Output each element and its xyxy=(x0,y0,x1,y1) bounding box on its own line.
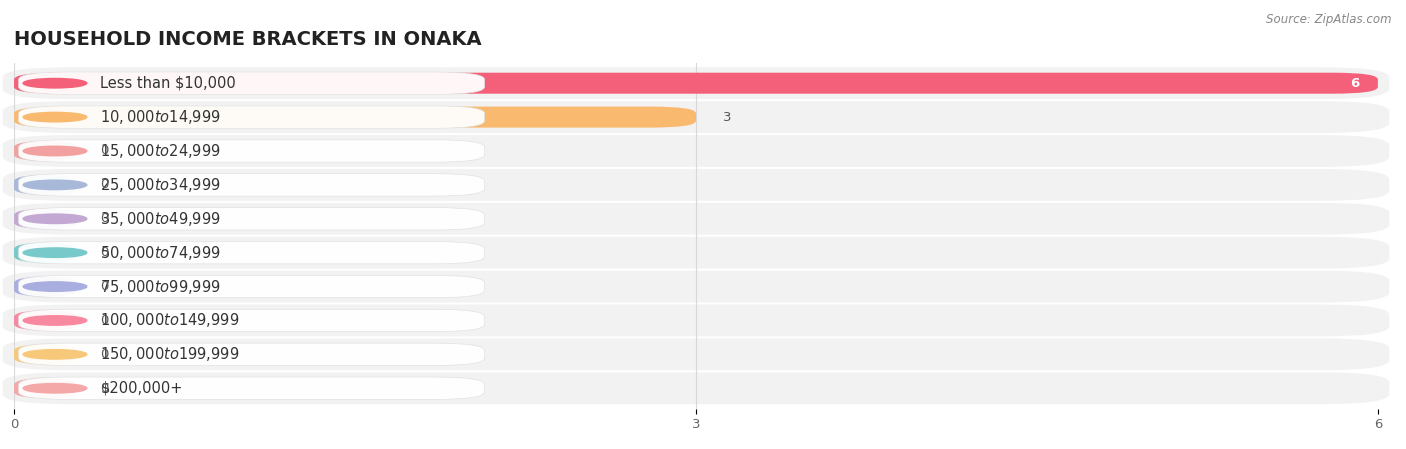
Text: $75,000 to $99,999: $75,000 to $99,999 xyxy=(100,277,221,295)
FancyBboxPatch shape xyxy=(14,73,1378,94)
Text: Less than $10,000: Less than $10,000 xyxy=(100,76,236,91)
FancyBboxPatch shape xyxy=(3,169,1389,201)
FancyBboxPatch shape xyxy=(3,271,1389,303)
Circle shape xyxy=(22,79,87,88)
FancyBboxPatch shape xyxy=(3,339,1389,370)
FancyBboxPatch shape xyxy=(3,372,1389,404)
Text: 0: 0 xyxy=(100,314,108,327)
Circle shape xyxy=(22,180,87,189)
FancyBboxPatch shape xyxy=(18,377,485,400)
Circle shape xyxy=(22,282,87,291)
FancyBboxPatch shape xyxy=(14,141,77,162)
Text: $200,000+: $200,000+ xyxy=(100,381,183,396)
FancyBboxPatch shape xyxy=(18,207,485,230)
Circle shape xyxy=(22,316,87,325)
Text: 6: 6 xyxy=(1350,77,1360,90)
FancyBboxPatch shape xyxy=(14,106,696,128)
Text: 0: 0 xyxy=(100,246,108,259)
FancyBboxPatch shape xyxy=(14,310,77,331)
FancyBboxPatch shape xyxy=(14,208,77,229)
Circle shape xyxy=(22,112,87,122)
FancyBboxPatch shape xyxy=(3,237,1389,269)
Circle shape xyxy=(22,146,87,156)
FancyBboxPatch shape xyxy=(3,101,1389,133)
FancyBboxPatch shape xyxy=(14,378,77,399)
Circle shape xyxy=(22,383,87,393)
Text: $35,000 to $49,999: $35,000 to $49,999 xyxy=(100,210,221,228)
FancyBboxPatch shape xyxy=(18,275,485,298)
Text: 3: 3 xyxy=(723,110,731,123)
Text: $50,000 to $74,999: $50,000 to $74,999 xyxy=(100,244,221,262)
FancyBboxPatch shape xyxy=(14,344,77,365)
Text: 0: 0 xyxy=(100,382,108,395)
FancyBboxPatch shape xyxy=(18,242,485,264)
FancyBboxPatch shape xyxy=(3,135,1389,167)
Circle shape xyxy=(22,350,87,359)
FancyBboxPatch shape xyxy=(18,140,485,162)
Text: $25,000 to $34,999: $25,000 to $34,999 xyxy=(100,176,221,194)
FancyBboxPatch shape xyxy=(18,309,485,332)
Text: $10,000 to $14,999: $10,000 to $14,999 xyxy=(100,108,221,126)
Text: 0: 0 xyxy=(100,348,108,361)
Circle shape xyxy=(22,214,87,224)
FancyBboxPatch shape xyxy=(3,203,1389,235)
FancyBboxPatch shape xyxy=(18,343,485,365)
Circle shape xyxy=(22,248,87,257)
Text: HOUSEHOLD INCOME BRACKETS IN ONAKA: HOUSEHOLD INCOME BRACKETS IN ONAKA xyxy=(14,30,482,49)
FancyBboxPatch shape xyxy=(18,174,485,196)
Text: 0: 0 xyxy=(100,212,108,225)
Text: 0: 0 xyxy=(100,145,108,158)
FancyBboxPatch shape xyxy=(14,242,77,263)
Text: Source: ZipAtlas.com: Source: ZipAtlas.com xyxy=(1267,13,1392,26)
FancyBboxPatch shape xyxy=(14,276,77,297)
Text: 0: 0 xyxy=(100,178,108,191)
Text: 0: 0 xyxy=(100,280,108,293)
Text: $100,000 to $149,999: $100,000 to $149,999 xyxy=(100,312,240,330)
FancyBboxPatch shape xyxy=(18,72,485,94)
FancyBboxPatch shape xyxy=(3,67,1389,99)
FancyBboxPatch shape xyxy=(18,106,485,128)
Text: $150,000 to $199,999: $150,000 to $199,999 xyxy=(100,345,240,363)
FancyBboxPatch shape xyxy=(3,304,1389,336)
Text: $15,000 to $24,999: $15,000 to $24,999 xyxy=(100,142,221,160)
FancyBboxPatch shape xyxy=(14,174,77,195)
